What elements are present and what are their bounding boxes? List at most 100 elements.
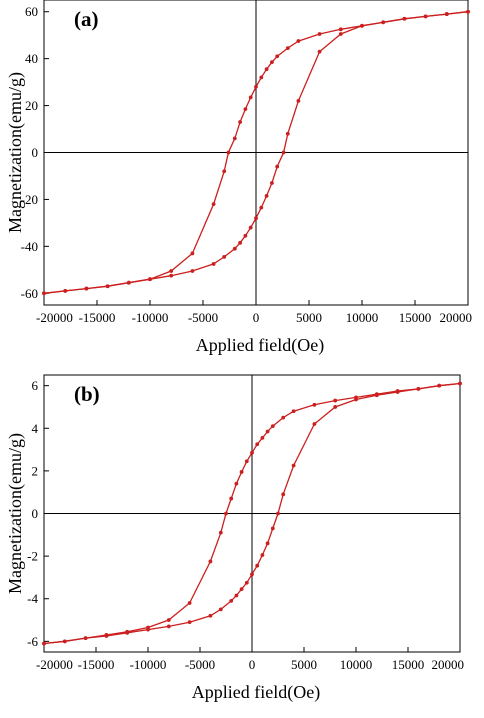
y-axis-title: Magnetization(emu/g) — [5, 72, 26, 233]
y-tick-label: -2 — [27, 549, 38, 564]
data-point — [146, 625, 150, 630]
data-point — [232, 246, 237, 251]
data-point — [254, 216, 258, 221]
y-tick-label: 40 — [25, 51, 38, 66]
y-tick-label: -60 — [21, 286, 38, 301]
data-point — [218, 607, 223, 612]
data-point — [312, 402, 317, 407]
data-point — [211, 202, 216, 207]
data-point — [222, 169, 227, 174]
data-point — [169, 273, 174, 278]
data-point — [250, 572, 254, 577]
data-point — [360, 23, 364, 28]
data-point — [270, 60, 274, 65]
x-tick-label: 15000 — [392, 657, 425, 672]
data-point — [62, 639, 67, 644]
x-axis-title: Applied field(Oe) — [196, 335, 324, 356]
data-point — [264, 67, 269, 72]
y-axis-title: Magnetization(emu/g) — [5, 433, 26, 594]
data-point — [312, 422, 317, 426]
data-point — [333, 405, 338, 409]
data-point — [208, 613, 213, 618]
y-tick-label: -40 — [21, 239, 38, 254]
data-point — [187, 620, 192, 625]
data-point — [270, 424, 275, 429]
data-point — [466, 9, 470, 14]
y-tick-label: 0 — [32, 506, 39, 521]
data-point — [296, 39, 301, 43]
data-point — [105, 284, 110, 289]
data-point — [276, 511, 280, 516]
data-point — [222, 255, 227, 259]
data-point — [317, 32, 322, 36]
x-tick-label: 5000 — [296, 310, 322, 325]
x-tick-label: -5000 — [188, 310, 218, 325]
data-point — [84, 286, 89, 291]
data-point — [458, 381, 462, 386]
x-axis-title: Applied field(Oe) — [192, 682, 320, 703]
data-point — [416, 386, 421, 391]
data-point — [275, 164, 280, 169]
x-tick-label: -20000 — [36, 657, 73, 672]
y-tick-label: 20 — [25, 98, 38, 113]
x-tick-label: 15000 — [399, 310, 432, 325]
series-line-branch-2 — [43, 382, 461, 645]
x-tick-label: 10000 — [346, 310, 379, 325]
x-tick-label: 0 — [249, 657, 256, 672]
data-point — [211, 262, 216, 266]
data-point — [354, 395, 358, 400]
y-tick-label: -20 — [21, 192, 38, 207]
data-point — [104, 633, 109, 637]
series-line-branch-1 — [43, 382, 461, 645]
data-point — [270, 181, 274, 185]
data-point — [381, 20, 386, 25]
data-point — [395, 389, 400, 393]
data-point — [265, 541, 270, 546]
data-point — [248, 225, 253, 230]
series-line-branch-2 — [43, 11, 469, 294]
data-point — [187, 601, 192, 605]
data-point — [265, 429, 270, 434]
data-point — [226, 150, 231, 155]
data-point — [63, 289, 68, 293]
data-point — [232, 136, 237, 141]
data-point — [402, 16, 407, 21]
data-point — [254, 84, 258, 89]
data-point — [291, 463, 296, 468]
data-point — [250, 450, 254, 455]
x-tick-label: -10000 — [130, 657, 167, 672]
y-tick-label: 2 — [32, 463, 39, 478]
y-tick-label: 4 — [32, 421, 39, 436]
data-point — [239, 470, 244, 474]
y-tick-label: 6 — [32, 378, 39, 393]
data-point — [229, 496, 234, 501]
data-point — [437, 383, 442, 388]
data-point — [166, 624, 171, 629]
x-tick-label: -15000 — [78, 657, 115, 672]
data-point — [166, 618, 171, 622]
data-point — [423, 14, 428, 19]
data-point — [238, 240, 243, 245]
y-tick-label: 60 — [25, 4, 38, 19]
x-tick-label: -5000 — [185, 657, 215, 672]
x-tick-label: 10000 — [340, 657, 373, 672]
data-point — [244, 459, 249, 464]
data-point — [260, 435, 265, 440]
data-point — [234, 593, 239, 598]
x-tick-label: 20000 — [440, 310, 473, 325]
x-tick-label: 20000 — [432, 657, 465, 672]
data-point — [259, 205, 264, 210]
data-point — [248, 95, 253, 100]
data-point — [338, 27, 343, 32]
data-point — [218, 530, 223, 535]
data-point — [264, 194, 269, 198]
x-tick-label: -10000 — [132, 310, 169, 325]
data-point — [296, 98, 301, 103]
data-point — [126, 280, 131, 285]
data-point — [234, 481, 239, 486]
y-tick-label: 0 — [32, 145, 39, 160]
data-point — [275, 54, 280, 59]
data-point — [208, 559, 213, 564]
data-point — [285, 131, 290, 136]
